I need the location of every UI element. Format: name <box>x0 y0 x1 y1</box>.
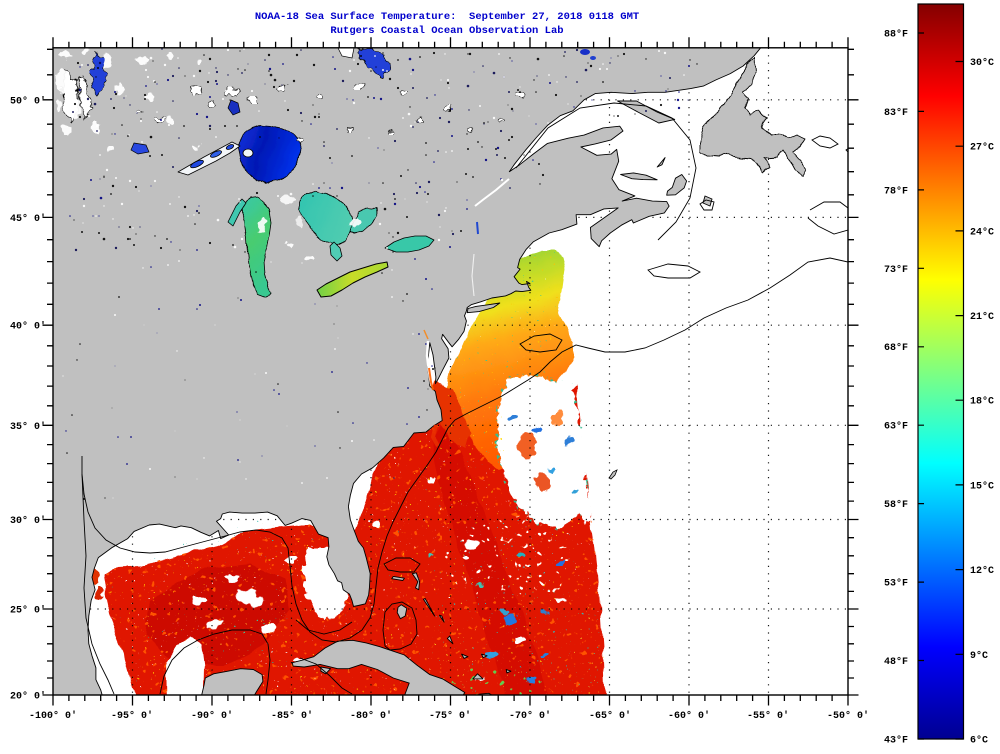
svg-text:30° 0': 30° 0' <box>10 515 46 527</box>
svg-text:58°F: 58°F <box>884 499 908 511</box>
svg-text:NOAA-18 Sea Surface Temperatur: NOAA-18 Sea Surface Temperature: Septemb… <box>255 11 639 23</box>
svg-text:-70° 0': -70° 0' <box>509 710 551 722</box>
svg-text:68°F: 68°F <box>884 342 908 354</box>
svg-text:88°F: 88°F <box>884 29 908 41</box>
svg-text:50° 0': 50° 0' <box>10 95 46 107</box>
svg-text:Rutgers Coastal Ocean Observat: Rutgers Coastal Ocean Observation Lab <box>330 25 563 37</box>
svg-text:20° 0': 20° 0' <box>10 691 46 703</box>
svg-text:-80° 0': -80° 0' <box>350 710 392 722</box>
svg-text:-95° 0': -95° 0' <box>111 710 153 722</box>
svg-text:21°C: 21°C <box>970 311 994 323</box>
svg-text:53°F: 53°F <box>884 578 908 590</box>
svg-text:27°C: 27°C <box>970 142 994 154</box>
svg-text:-65° 0': -65° 0' <box>589 710 631 722</box>
svg-text:78°F: 78°F <box>884 185 908 197</box>
svg-text:-90° 0': -90° 0' <box>191 710 233 722</box>
svg-text:43°F: 43°F <box>884 735 908 747</box>
svg-text:-55° 0': -55° 0' <box>747 710 789 722</box>
svg-text:48°F: 48°F <box>884 656 908 668</box>
svg-text:15°C: 15°C <box>970 480 994 492</box>
svg-text:24°C: 24°C <box>970 226 994 238</box>
svg-text:-50° 0': -50° 0' <box>827 710 869 722</box>
svg-text:12°C: 12°C <box>970 565 994 577</box>
svg-text:40° 0': 40° 0' <box>10 321 46 333</box>
svg-text:25° 0': 25° 0' <box>10 605 46 617</box>
svg-text:73°F: 73°F <box>884 264 908 276</box>
svg-text:18°C: 18°C <box>970 396 994 408</box>
svg-text:-85° 0': -85° 0' <box>271 710 313 722</box>
svg-text:35° 0': 35° 0' <box>10 421 46 433</box>
svg-text:30°C: 30°C <box>970 57 994 69</box>
svg-text:45° 0': 45° 0' <box>10 213 46 225</box>
svg-text:-75° 0': -75° 0' <box>429 710 471 722</box>
svg-text:-60° 0': -60° 0' <box>668 710 710 722</box>
svg-text:6°C: 6°C <box>970 735 988 747</box>
svg-text:63°F: 63°F <box>884 421 908 433</box>
svg-text:-100° 0': -100° 0' <box>29 710 77 722</box>
svg-text:9°C: 9°C <box>970 650 988 662</box>
svg-text:83°F: 83°F <box>884 107 908 119</box>
